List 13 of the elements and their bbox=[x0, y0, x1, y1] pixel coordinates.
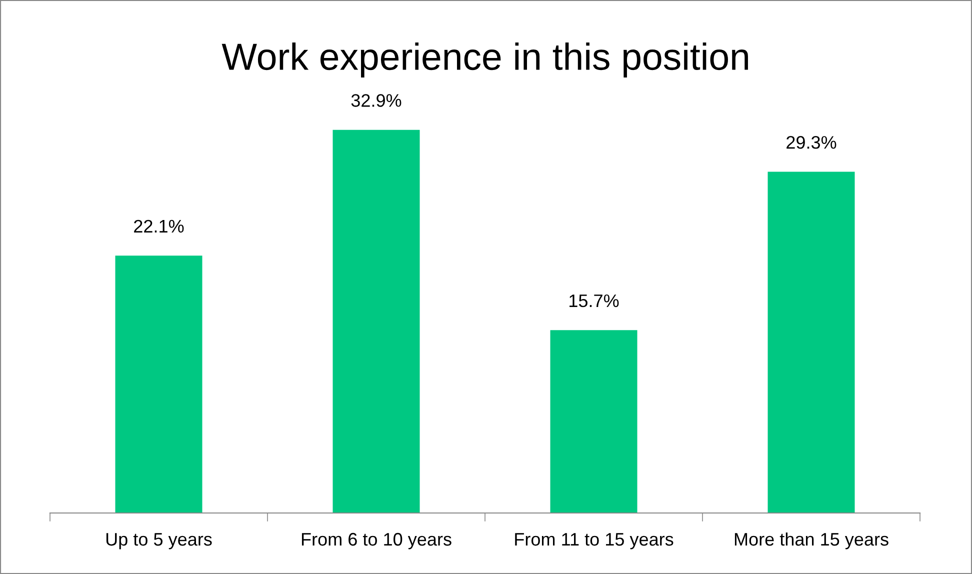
chart-title: Work experience in this position bbox=[222, 42, 748, 78]
x-tick-label: From 11 to 15 years bbox=[515, 533, 674, 550]
bar bbox=[332, 130, 420, 513]
data-label: 32.9% bbox=[351, 94, 402, 107]
x-tick-label: Up to 5 years bbox=[106, 533, 212, 550]
bar bbox=[768, 172, 855, 513]
x-tick-label: From 6 to 10 years bbox=[302, 532, 452, 550]
x-tick-label: More than 15 years bbox=[734, 532, 888, 550]
data-label: 15.7% bbox=[570, 294, 619, 308]
data-label: 22.1% bbox=[134, 220, 184, 233]
data-label: 29.3% bbox=[786, 136, 836, 149]
bar bbox=[115, 256, 202, 513]
bar bbox=[550, 330, 638, 513]
